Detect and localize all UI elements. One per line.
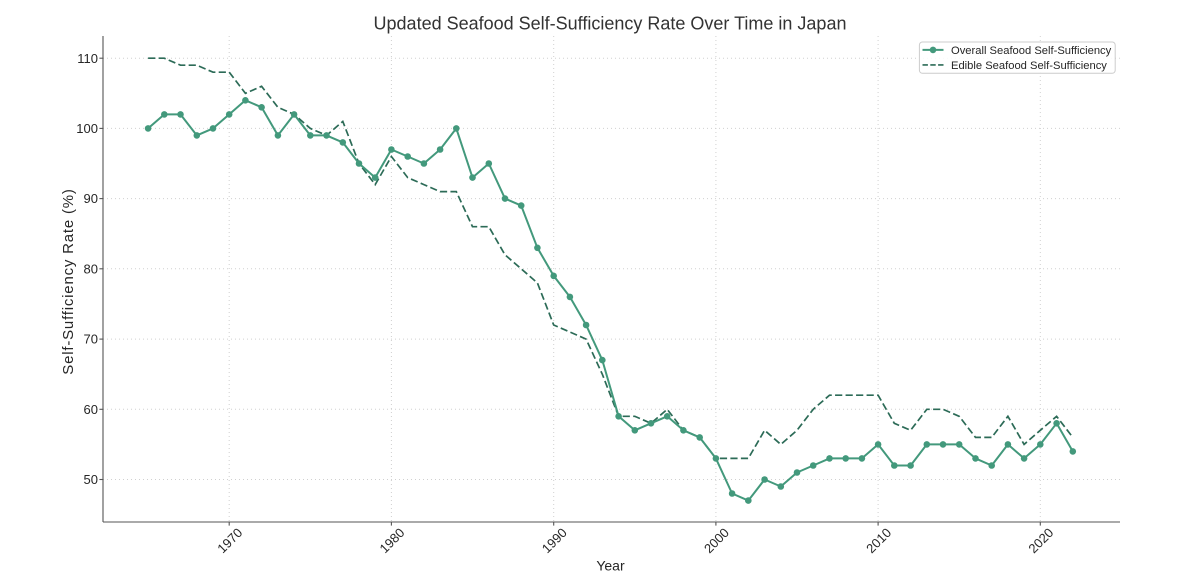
svg-text:Updated Seafood Self-Sufficien: Updated Seafood Self-Sufficiency Rate Ov… xyxy=(374,14,847,34)
svg-text:100: 100 xyxy=(76,121,98,136)
svg-text:Year: Year xyxy=(596,558,625,574)
svg-text:110: 110 xyxy=(77,51,98,66)
svg-text:50: 50 xyxy=(84,472,98,487)
svg-text:80: 80 xyxy=(84,261,98,276)
svg-text:Self-Sufficiency Rate (%): Self-Sufficiency Rate (%) xyxy=(60,188,77,374)
svg-text:Overall Seafood Self-Sufficien: Overall Seafood Self-Sufficiency xyxy=(951,45,1112,57)
svg-text:90: 90 xyxy=(84,191,98,206)
svg-text:Edible Seafood Self-Sufficienc: Edible Seafood Self-Sufficiency xyxy=(951,60,1107,72)
svg-text:60: 60 xyxy=(84,402,98,417)
svg-text:70: 70 xyxy=(84,332,98,347)
